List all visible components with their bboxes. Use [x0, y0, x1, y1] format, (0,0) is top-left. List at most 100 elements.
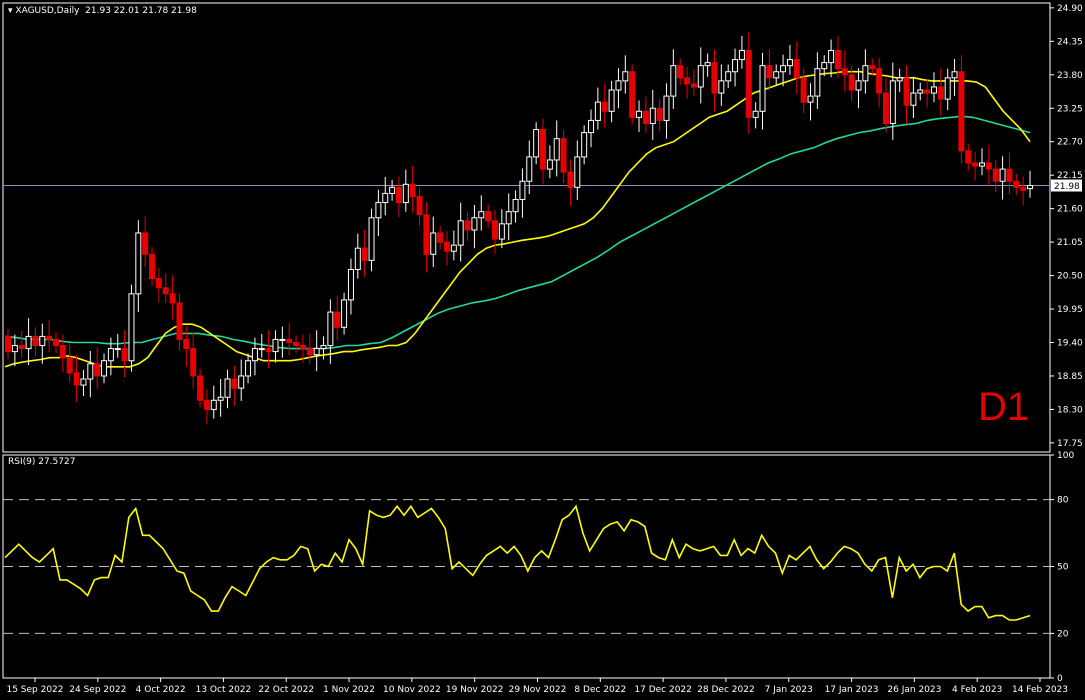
fast-moving-average: [4, 70, 1031, 368]
candle: [128, 284, 135, 372]
rsi-tick-label: 0: [1057, 674, 1063, 684]
candle-body: [848, 74, 855, 91]
candle-body: [101, 360, 108, 377]
candle: [375, 189, 382, 237]
candle-body: [951, 71, 958, 79]
candle: [889, 62, 896, 140]
candle-body: [629, 71, 636, 118]
candle-body: [293, 341, 300, 347]
candle-body: [512, 199, 519, 213]
date-tick-label: 19 Nov 2022: [446, 685, 504, 695]
candle: [924, 79, 931, 108]
date-tick-label: 4 Feb 2023: [952, 685, 1002, 695]
candlestick-series: [5, 32, 1033, 425]
candle-body: [800, 77, 807, 103]
candle-body: [608, 89, 615, 112]
candle: [224, 369, 231, 409]
candle-body: [231, 378, 238, 389]
candle: [958, 55, 965, 164]
candle: [896, 68, 903, 92]
price-tick-label: 21.05: [1057, 238, 1083, 248]
candle: [718, 64, 725, 106]
candle-body: [217, 396, 224, 401]
candle: [306, 333, 313, 364]
candle: [704, 53, 711, 77]
candle: [697, 47, 704, 104]
candle: [732, 48, 739, 87]
slow-moving-average: [4, 115, 1031, 350]
collapse-triangle-icon[interactable]: ▾: [8, 6, 13, 16]
candle: [834, 35, 841, 78]
candle-body: [855, 80, 862, 91]
candle: [821, 55, 828, 77]
candle: [341, 292, 348, 335]
candle-body: [711, 62, 718, 94]
candle: [752, 102, 759, 129]
candle: [162, 273, 169, 303]
price-tick-label: 23.25: [1057, 104, 1083, 114]
ohlc-values: 21.93 22.01 21.78 21.98: [85, 6, 197, 16]
candle: [437, 225, 444, 250]
candle: [443, 231, 450, 266]
candle-body: [299, 345, 306, 350]
candle: [258, 333, 265, 358]
candle-body: [526, 156, 533, 182]
candle: [581, 125, 588, 165]
candle: [231, 366, 238, 407]
candle-body: [87, 363, 94, 380]
price-tick-label: 24.90: [1057, 4, 1083, 14]
candle-body: [834, 49, 841, 70]
candle-body: [347, 268, 354, 301]
candle: [279, 326, 286, 358]
candle-body: [752, 110, 759, 118]
candle: [142, 216, 149, 268]
candle: [32, 327, 39, 357]
candle: [299, 334, 306, 364]
candle: [841, 50, 848, 92]
candle-body: [642, 110, 649, 124]
candle-body: [807, 95, 814, 103]
candle: [135, 220, 142, 313]
candle: [197, 368, 204, 408]
candle-body: [320, 345, 327, 350]
candle: [491, 209, 498, 254]
candle: [464, 211, 471, 241]
candle: [217, 378, 224, 417]
candle-body: [18, 345, 25, 350]
candle-body: [924, 89, 931, 94]
candle-body: [176, 302, 183, 340]
candle: [636, 100, 643, 132]
candle: [423, 201, 430, 273]
candle-body: [540, 129, 547, 170]
candle: [601, 83, 608, 128]
candle: [677, 58, 684, 86]
candle: [176, 293, 183, 351]
candle: [814, 52, 821, 109]
candle: [608, 80, 615, 123]
candle-body: [567, 171, 574, 188]
candle-body: [258, 348, 265, 351]
candle-body: [478, 211, 485, 219]
rsi-tick-label: 80: [1057, 496, 1069, 506]
candle-body: [663, 95, 670, 121]
symbol-header: ▾ XAGUSD,Daily 21.93 22.01 21.78 21.98: [8, 6, 197, 16]
candle: [553, 120, 560, 177]
candle: [149, 246, 156, 286]
candle: [807, 83, 814, 121]
candle: [649, 90, 656, 140]
candle: [910, 76, 917, 118]
candle-body: [684, 77, 691, 85]
candle-body: [423, 214, 430, 255]
last-price-box: [1051, 179, 1082, 192]
date-tick-label: 24 Sep 2022: [69, 685, 126, 695]
rsi-tick-label: 100: [1057, 451, 1074, 461]
price-tick-label: 20.50: [1057, 272, 1083, 282]
candle: [18, 330, 25, 358]
candle-body: [375, 202, 382, 219]
candle: [526, 140, 533, 195]
candle-body: [128, 293, 135, 362]
candle: [430, 216, 437, 268]
candle-body: [560, 138, 567, 173]
candle: [80, 369, 87, 397]
candle: [94, 347, 101, 389]
